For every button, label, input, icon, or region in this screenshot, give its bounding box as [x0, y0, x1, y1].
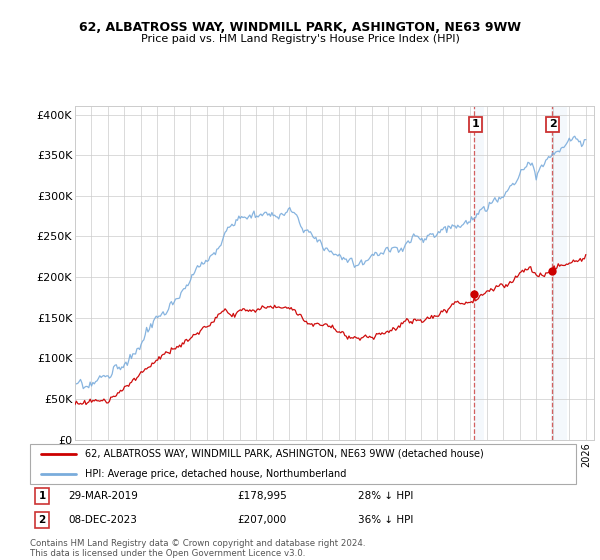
Text: 1: 1 — [472, 119, 479, 129]
Text: Price paid vs. HM Land Registry's House Price Index (HPI): Price paid vs. HM Land Registry's House … — [140, 34, 460, 44]
Bar — [473, 106, 484, 440]
Text: 08-DEC-2023: 08-DEC-2023 — [68, 515, 137, 525]
Text: 28% ↓ HPI: 28% ↓ HPI — [358, 491, 413, 501]
Text: 1: 1 — [38, 491, 46, 501]
Text: £207,000: £207,000 — [238, 515, 287, 525]
Text: Contains HM Land Registry data © Crown copyright and database right 2024.
This d: Contains HM Land Registry data © Crown c… — [30, 539, 365, 558]
Text: 29-MAR-2019: 29-MAR-2019 — [68, 491, 138, 501]
Text: 2: 2 — [549, 119, 557, 129]
Bar — [551, 106, 566, 440]
Text: HPI: Average price, detached house, Northumberland: HPI: Average price, detached house, Nort… — [85, 469, 346, 479]
Text: 36% ↓ HPI: 36% ↓ HPI — [358, 515, 413, 525]
Text: 62, ALBATROSS WAY, WINDMILL PARK, ASHINGTON, NE63 9WW: 62, ALBATROSS WAY, WINDMILL PARK, ASHING… — [79, 21, 521, 34]
Text: £178,995: £178,995 — [238, 491, 287, 501]
Text: 2: 2 — [38, 515, 46, 525]
Text: 62, ALBATROSS WAY, WINDMILL PARK, ASHINGTON, NE63 9WW (detached house): 62, ALBATROSS WAY, WINDMILL PARK, ASHING… — [85, 449, 484, 459]
FancyBboxPatch shape — [30, 444, 576, 484]
